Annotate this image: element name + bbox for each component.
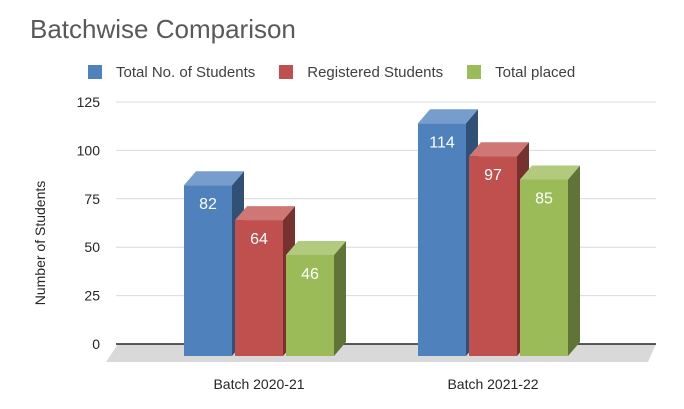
legend-label-registered-students: Registered Students	[307, 63, 444, 81]
legend-swatch-total-students	[88, 65, 102, 79]
bar-top	[235, 206, 295, 221]
y-tick-label: 125	[77, 94, 101, 110]
data-label: 64	[250, 231, 268, 248]
data-label: 114	[429, 134, 455, 151]
bar	[235, 220, 283, 356]
bar	[520, 179, 568, 356]
y-tick-label: 100	[77, 142, 101, 158]
data-label: 82	[199, 196, 217, 213]
x-category-label: Batch 2021-22	[447, 376, 538, 392]
bar-side	[334, 240, 346, 356]
bar-side	[568, 165, 580, 356]
legend-item-registered-students: Registered Students	[279, 64, 443, 81]
bar	[286, 254, 334, 356]
legend: Total No. of Students Registered Student…	[88, 62, 599, 82]
legend-swatch-registered-students	[279, 65, 294, 79]
legend-label-total-placed: Total placed	[495, 63, 576, 81]
bar-top	[418, 109, 478, 124]
y-tick-label: 25	[84, 288, 100, 304]
x-category-label: Batch 2020-21	[213, 376, 304, 392]
y-tick-label: 75	[84, 191, 100, 207]
y-tick-label: 0	[92, 336, 100, 352]
data-label: 97	[484, 167, 502, 184]
chart-title: Batchwise Comparison	[30, 14, 296, 44]
bar	[469, 156, 517, 356]
y-tick-label: 50	[84, 239, 100, 255]
legend-swatch-total-placed	[467, 65, 482, 79]
bar	[184, 185, 232, 356]
legend-item-total-students: Total No. of Students	[88, 64, 255, 81]
bar-top	[184, 171, 244, 186]
bar	[418, 123, 466, 357]
legend-item-total-placed: Total placed	[467, 64, 575, 81]
bar-top	[469, 142, 529, 157]
bar-top	[286, 240, 346, 255]
data-label: 85	[535, 190, 553, 207]
data-label: 46	[301, 266, 319, 283]
legend-label-total-students: Total No. of Students	[116, 63, 256, 81]
bar-top	[520, 165, 580, 180]
